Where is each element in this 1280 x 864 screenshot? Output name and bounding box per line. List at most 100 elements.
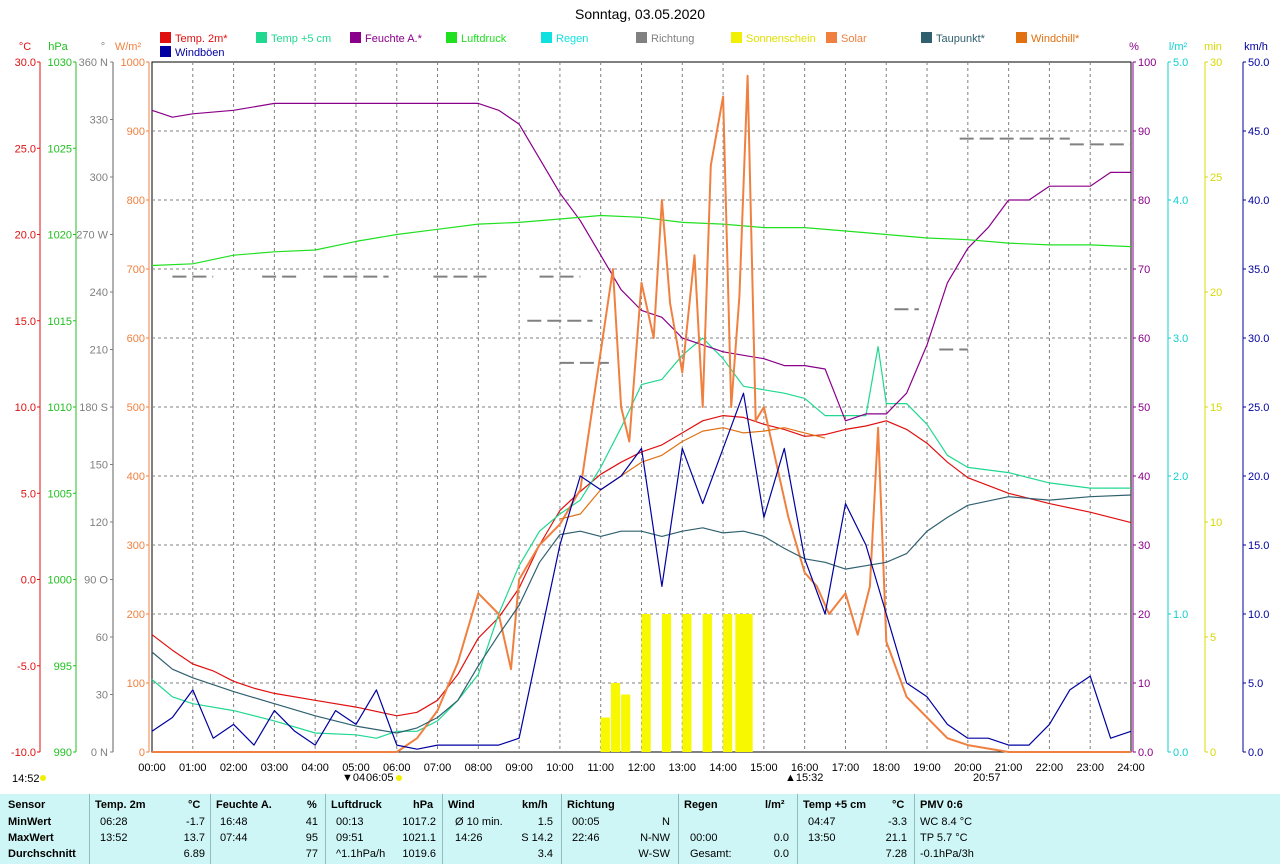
header-temp5: Temp +5 cm <box>803 799 867 811</box>
direction-tick-label: 180 S <box>79 402 108 414</box>
rain-tick-label: 5.0 <box>1173 57 1188 69</box>
x-tick-label: 17:00 <box>832 762 860 774</box>
stats-cell-pmv: -0.1hPa/3h <box>920 848 974 860</box>
direction-tick-label: 0 N <box>91 747 108 759</box>
marker-sunset-b: 20:57 <box>973 772 1001 784</box>
rain-tick-label: 4.0 <box>1173 195 1188 207</box>
humidity-tick-label: 40 <box>1138 471 1150 483</box>
header-pmv: PMV 0:6 <box>920 799 963 811</box>
wind-tick-label: 10.0 <box>1248 609 1269 621</box>
legend-swatch <box>160 46 171 57</box>
legend-label: Windböen <box>175 47 225 59</box>
stats-cell-temp-val: 13.7 <box>183 832 205 844</box>
legend-item: Windchill* <box>1016 32 1079 45</box>
sunshine-bar <box>621 694 631 752</box>
page-title: Sonntag, 03.05.2020 <box>574 6 705 22</box>
temp-tick-label: 5.0 <box>21 488 36 500</box>
weather-chart: 00:00 01:00 02:00 03:00 04:00 05:00 06:00 07:00… <box>11 41 1270 785</box>
rain-tick-label: 0.0 <box>1173 747 1188 759</box>
solar-tick-label: 400 <box>127 471 145 483</box>
legend-swatch <box>160 32 171 43</box>
stats-cell-temp-val: 6.89 <box>183 848 205 860</box>
legend-label: Temp. 2m* <box>175 33 228 45</box>
stats-cell-wind-val: 3.4 <box>537 848 553 860</box>
series-line-feuchte-a- <box>151 102 1131 422</box>
header-temp: Temp. 2m <box>95 799 146 811</box>
sunshine-tick-label: 25 <box>1210 172 1222 184</box>
x-tick-label: 07:00 <box>424 762 452 774</box>
solar-tick-label: 300 <box>127 540 145 552</box>
stats-cell-hum-val: 95 <box>305 832 318 844</box>
stats-cell-wind-val: S 14.2 <box>521 832 553 844</box>
wind-unit-label: km/h <box>1244 41 1268 53</box>
stats-cell-dir-val: N <box>662 816 670 828</box>
legend-swatch <box>636 32 647 43</box>
direction-tick-label: 90 O <box>84 575 108 587</box>
x-tick-label: 06:00 <box>383 762 411 774</box>
legend-label: Feuchte A.* <box>365 33 422 45</box>
pressure-unit-label: hPa <box>48 41 68 53</box>
stats-cell-hum-val: 41 <box>305 816 318 828</box>
temp-tick-label: 10.0 <box>15 402 36 414</box>
stats-cell-press-val: 1019.6 <box>402 848 436 860</box>
solar-tick-label: 100 <box>127 678 145 690</box>
stats-cell-press-time: ^1.1hPa/h <box>336 848 386 860</box>
direction-tick-label: 270 W <box>76 230 108 242</box>
legend-item: Regen <box>541 32 588 45</box>
sunshine-tick-label: 15 <box>1210 402 1222 414</box>
stats-cell-t5-val: 21.1 <box>885 832 907 844</box>
temp-tick-label: 20.0 <box>15 230 36 242</box>
direction-tick-label: 120 <box>90 517 108 529</box>
stats-cell-t5-val: 7.28 <box>885 848 907 860</box>
temp-tick-label: 30.0 <box>15 57 36 69</box>
stats-cell-hum-time: 07:44 <box>220 832 248 844</box>
stats-cell-dir-time: 22:46 <box>572 832 600 844</box>
header-temp-unit: °C <box>188 799 201 811</box>
sunshine-tick-label: 5 <box>1210 632 1216 644</box>
legend-item: Richtung <box>636 32 694 45</box>
direction-tick-label: 150 <box>90 460 108 472</box>
x-tick-label: 04:00 <box>301 762 329 774</box>
temp-tick-label: 25.0 <box>15 143 36 155</box>
x-tick-label: 22:00 <box>1036 762 1064 774</box>
stats-cell-t5-time: 13:50 <box>808 832 836 844</box>
legend-swatch <box>446 32 457 43</box>
direction-tick-label: 360 N <box>79 57 108 69</box>
column-divider <box>797 794 798 864</box>
header-humidity: Feuchte A. <box>216 799 272 811</box>
series-line-solar <box>152 74 1131 753</box>
direction-tick-label: 210 <box>90 345 108 357</box>
x-tick-label: 03:00 <box>261 762 289 774</box>
sunshine-tick-label: 0 <box>1210 747 1216 759</box>
sunshine-bar <box>610 683 621 752</box>
legend-item: Solar <box>826 32 867 45</box>
legend-label: Sonnenschein <box>746 33 816 45</box>
x-tick-label: 08:00 <box>465 762 493 774</box>
header-sensor: Sensor <box>8 799 46 811</box>
direction-unit-label: ° <box>101 41 105 53</box>
series-line-windb-en <box>151 392 1132 750</box>
legend-label: Windchill* <box>1031 33 1080 45</box>
stats-cell-dir-val: W-SW <box>638 848 670 860</box>
stats-cell-rain-time: Gesamt: <box>690 848 732 860</box>
column-divider <box>561 794 562 864</box>
pressure-tick-label: 990 <box>54 747 72 759</box>
stats-cell-label: Durchschnitt <box>8 848 76 860</box>
pressure-tick-label: 1020 <box>48 230 72 242</box>
series-line-taupunkt- <box>151 494 1132 734</box>
x-tick-label: 20:00 <box>954 762 982 774</box>
sunshine-bar <box>682 614 692 752</box>
legend-swatch <box>826 32 837 43</box>
stats-table: Sensor Temp. 2m °C Feuchte A. % Luftdruc… <box>0 794 1280 864</box>
sun-icon <box>40 775 46 781</box>
stats-cell-press-time: 00:13 <box>336 816 364 828</box>
pressure-tick-label: 1025 <box>48 143 72 155</box>
sunshine-unit-label: min <box>1204 41 1222 53</box>
legend-swatch <box>256 32 267 43</box>
solar-tick-label: 0 <box>139 747 145 759</box>
pressure-tick-label: 1000 <box>48 575 72 587</box>
solar-tick-label: 700 <box>127 264 145 276</box>
column-divider <box>89 794 90 864</box>
sunshine-bar <box>600 717 610 752</box>
stats-cell-rain-time: 00:00 <box>690 832 718 844</box>
